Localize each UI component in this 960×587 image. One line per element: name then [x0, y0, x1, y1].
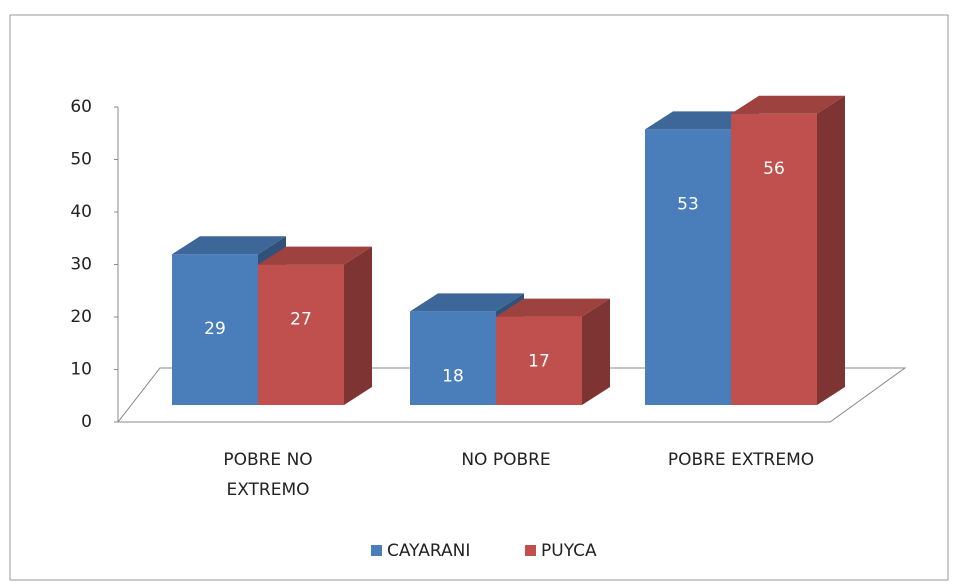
- legend-label: PUYCA: [541, 541, 597, 561]
- bar: [410, 311, 496, 405]
- legend-label: CAYARANI: [387, 541, 470, 561]
- bar: [645, 129, 731, 405]
- data-label: 17: [528, 352, 550, 372]
- bar: [258, 264, 344, 405]
- bar-top: [258, 246, 372, 265]
- data-label: 27: [290, 310, 312, 330]
- y-tick-label: 30: [70, 255, 92, 275]
- data-label: 53: [677, 194, 699, 214]
- legend-swatch: [371, 545, 382, 556]
- bar: [172, 254, 258, 405]
- bar-top: [645, 111, 759, 130]
- y-tick-label: 20: [70, 307, 92, 327]
- bar-top: [496, 298, 610, 317]
- x-tick-label: POBRE EXTREMO: [667, 450, 815, 470]
- y-tick-label: 40: [70, 202, 92, 222]
- y-tick-label: 50: [70, 150, 92, 170]
- bar-side: [582, 298, 610, 405]
- data-label: 18: [442, 366, 464, 386]
- bar: [496, 316, 582, 405]
- data-label: 29: [204, 319, 226, 339]
- y-tick-label: 60: [70, 97, 92, 117]
- x-tick-label: POBRE NO EXTREMO: [223, 450, 313, 500]
- bar-side: [817, 95, 845, 406]
- bar-top: [172, 236, 286, 255]
- data-label: 56: [763, 159, 785, 179]
- bar: [731, 113, 817, 406]
- x-tick-label: NO POBRE: [461, 450, 551, 470]
- bar-top: [731, 95, 845, 114]
- y-tick-label: 0: [81, 412, 92, 432]
- legend-swatch: [525, 545, 536, 556]
- y-tick-label: 10: [70, 360, 92, 380]
- bar-top: [410, 293, 524, 312]
- bar-side: [344, 246, 372, 405]
